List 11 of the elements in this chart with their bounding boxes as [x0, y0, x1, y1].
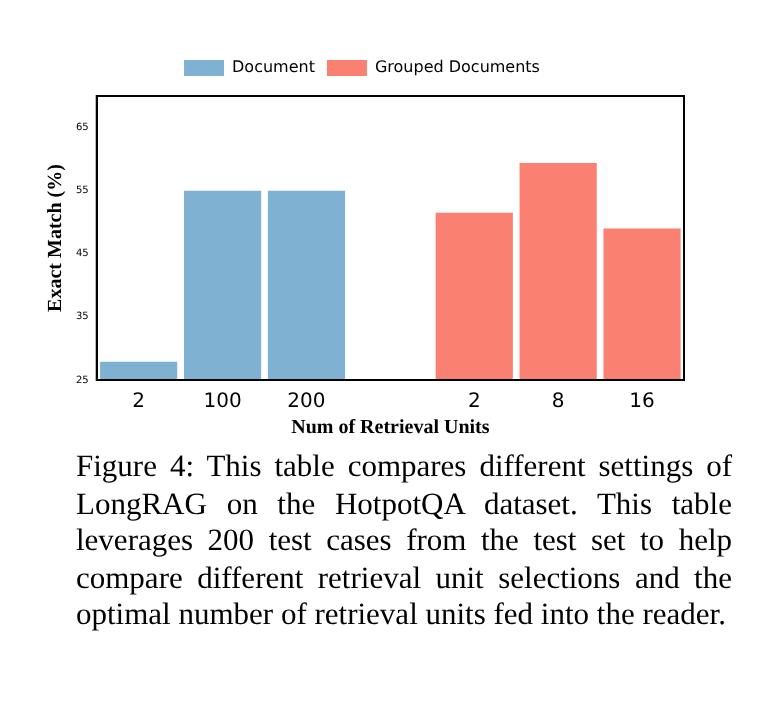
caption: Figure 4: This table compares different settings of LongRAG on the HotpotQA dataset. This table leverages 200 test cases from the test set to help compare different retrieval unit selections and the optimal number of retrieval units fed into the reader. [76, 450, 732, 635]
x-tick-label: 2 [132, 391, 146, 414]
x-tick-label: 2 [467, 391, 481, 414]
x-tick-label: 100 [203, 391, 242, 414]
x-axis-title: Num of Retrieval Units [291, 417, 490, 440]
x-tick-label: 16 [629, 391, 655, 414]
legend-label: Document [232, 58, 315, 77]
y-axis-title: Exact Match (%) [45, 164, 68, 312]
legend-label: Grouped Documents [374, 58, 540, 77]
x-tick-label: 8 [551, 391, 565, 414]
x-tick-label: 200 [287, 391, 326, 414]
